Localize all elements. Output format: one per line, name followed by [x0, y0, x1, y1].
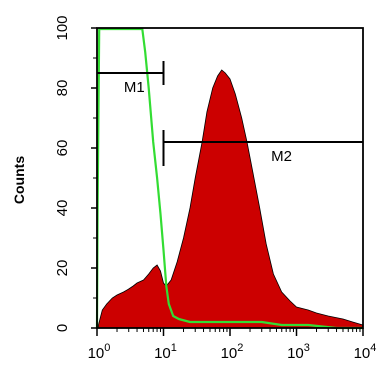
x-tick-label: 103	[287, 342, 310, 362]
y-tick-label: 0	[54, 324, 71, 332]
y-tick-label: 100	[54, 15, 71, 40]
y-tick-label: 80	[54, 80, 71, 97]
m2-label: M2	[271, 148, 292, 165]
y-axis: 0 20 40 60 80 100	[54, 15, 97, 332]
green-histogram-outline	[95, 27, 363, 330]
x-axis: 100 101 102 103 104	[88, 328, 377, 362]
x-tick-label: 100	[88, 342, 111, 362]
x-tick-label: 104	[354, 342, 377, 362]
y-tick-label: 40	[54, 200, 71, 217]
gate-markers: M1 M2	[97, 61, 363, 166]
y-axis-title: Counts	[11, 156, 27, 204]
x-tick-label: 101	[154, 342, 177, 362]
y-tick-label: 60	[54, 140, 71, 157]
x-tick-label: 102	[221, 342, 244, 362]
m1-label: M1	[124, 79, 145, 96]
y-tick-label: 20	[54, 260, 71, 277]
red-histogram-area	[98, 69, 364, 329]
